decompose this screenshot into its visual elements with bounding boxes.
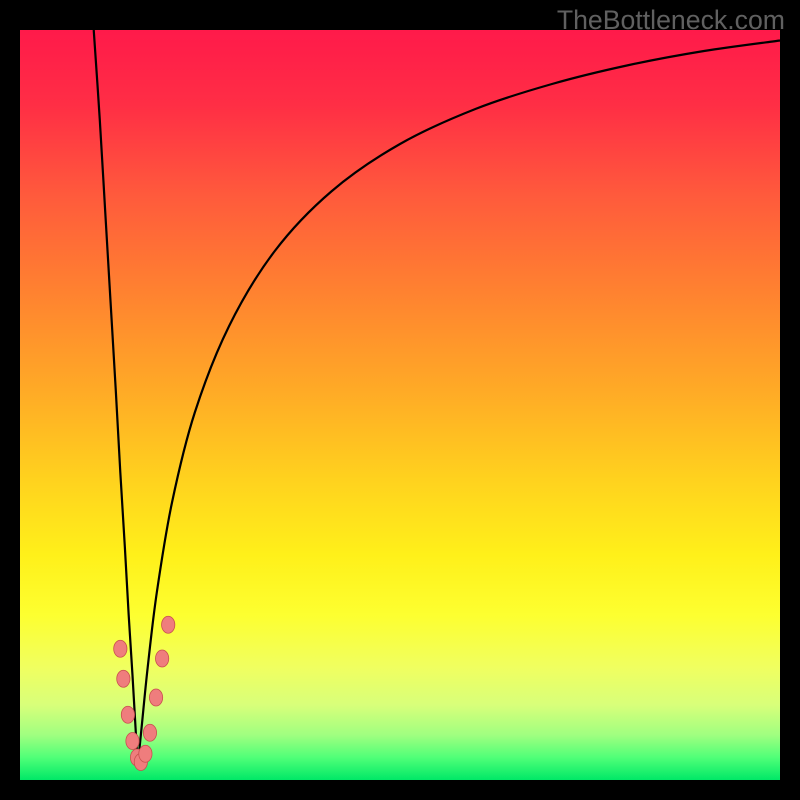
plot-area bbox=[20, 30, 780, 780]
valley-marker bbox=[117, 670, 130, 687]
valley-marker bbox=[143, 724, 156, 741]
curve-right-branch bbox=[138, 41, 780, 766]
valley-marker bbox=[114, 640, 127, 657]
valley-marker bbox=[149, 689, 162, 706]
watermark-text: TheBottleneck.com bbox=[557, 5, 785, 36]
curve-layer bbox=[20, 30, 780, 780]
valley-marker bbox=[162, 616, 175, 633]
valley-marker bbox=[126, 733, 139, 750]
valley-marker bbox=[121, 706, 134, 723]
valley-marker bbox=[139, 745, 152, 762]
chart-canvas: TheBottleneck.com bbox=[0, 0, 800, 800]
valley-marker bbox=[155, 650, 168, 667]
